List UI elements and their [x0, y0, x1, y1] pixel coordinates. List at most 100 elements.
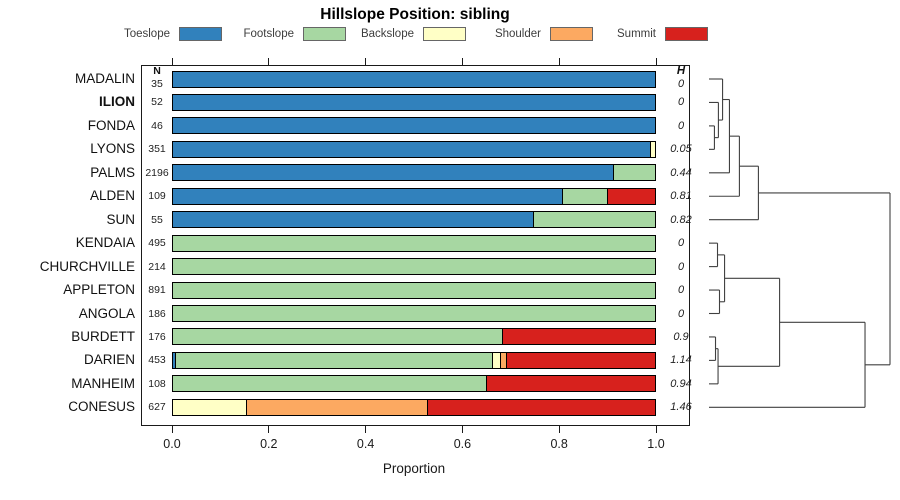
legend-label: Summit [617, 28, 656, 40]
h-value: 0 [677, 96, 685, 109]
bar-segment-footslope [173, 376, 487, 392]
h-value: 0 [677, 237, 685, 250]
row-label: MANHEIM [71, 375, 135, 391]
bar-segment-summit [502, 329, 655, 345]
n-value: 176 [148, 330, 166, 343]
bar-segment-shoulder [500, 352, 508, 368]
axis-tick [558, 426, 560, 433]
row-label: FONDA [87, 117, 135, 133]
axis-tick [171, 58, 173, 65]
bar-row [172, 187, 656, 205]
bar-segment-footslope [173, 329, 503, 345]
n-value: 2196 [145, 166, 169, 179]
bar-row [172, 211, 656, 229]
axis-tick-label: 0.2 [260, 437, 278, 451]
axis-tick [655, 58, 657, 65]
row-label: ANGOLA [78, 305, 135, 321]
row-label: ALDEN [89, 188, 135, 204]
axis-tick [171, 426, 173, 433]
bar-row [172, 398, 656, 416]
chart-title: Hillslope Position: sibling [320, 6, 510, 23]
h-value: 0.05 [670, 143, 692, 156]
bar-segment-toeslope [173, 141, 652, 157]
axis-tick-label: 1.0 [647, 437, 665, 451]
legend-item: Shoulder [430, 25, 593, 43]
bar-segment-footslope [173, 235, 655, 251]
h-value: 0 [677, 78, 685, 90]
row-label: SUN [106, 211, 135, 227]
h-value: 0 [677, 307, 685, 320]
n-value: 214 [148, 260, 166, 273]
n-value: 109 [148, 190, 166, 203]
bar-row [172, 140, 656, 158]
bar-row [172, 70, 656, 88]
h-value: 0 [677, 284, 685, 297]
bar-segment-toeslope [173, 118, 655, 134]
n-column-header: N [153, 65, 161, 77]
bar-segment-toeslope [173, 94, 655, 110]
bar-row [172, 93, 656, 111]
bar-row [172, 164, 656, 182]
row-label: CHURCHVILLE [39, 258, 135, 274]
axis-tick [268, 58, 270, 65]
bar-row [172, 258, 656, 276]
n-value: 453 [148, 354, 166, 367]
bar-segment-toeslope [173, 212, 534, 228]
h-column-header: H [676, 65, 686, 77]
axis-tick-label: 0.0 [163, 437, 181, 451]
bar-segment-footslope [173, 282, 655, 298]
bar-segment-shoulder [246, 399, 429, 415]
n-value: 627 [148, 401, 166, 414]
row-label: KENDAIA [75, 235, 135, 251]
n-value: 891 [148, 284, 166, 297]
bar-row [172, 117, 656, 135]
bar-row [172, 281, 656, 299]
h-value: 1.14 [670, 354, 692, 367]
n-value: 46 [151, 119, 163, 132]
axis-tick [268, 426, 270, 433]
bar-segment-toeslope [173, 188, 564, 204]
bar-row [172, 234, 656, 252]
axis-tick [461, 58, 463, 65]
bar-segment-footslope [533, 212, 655, 228]
row-label: LYONS [90, 141, 135, 157]
n-value: 108 [148, 377, 166, 390]
row-label: DARIEN [83, 352, 135, 368]
legend-label: Toeslope [123, 28, 170, 40]
legend-item: Toeslope [59, 25, 222, 43]
row-label: MADALIN [74, 71, 135, 86]
axis-tick [461, 426, 463, 433]
x-axis-label: Proportion [382, 461, 446, 476]
bar-row [172, 305, 656, 322]
axis-tick-label: 0.4 [356, 437, 375, 451]
h-value: 0.82 [670, 213, 692, 226]
row-label: APPLETON [63, 282, 135, 298]
bar-segment-backslope [493, 352, 501, 368]
axis-tick-label: 0.8 [550, 437, 568, 451]
bar-row [172, 375, 656, 393]
h-value: 0 [677, 119, 685, 132]
h-value: 0.9 [673, 330, 689, 343]
bar-segment-toeslope [173, 165, 615, 181]
axis-tick [655, 426, 657, 433]
h-value: 0.44 [670, 166, 692, 179]
row-label: PALMS [90, 164, 135, 180]
row-label: ILION [99, 94, 135, 110]
h-value: 0 [677, 260, 685, 273]
bar-row [172, 328, 656, 346]
h-value: 0.81 [670, 190, 692, 203]
row-label: BURDETT [71, 328, 135, 344]
bar-segment-summit [507, 352, 655, 368]
n-value: 55 [151, 213, 163, 226]
legend-item: Summit [545, 25, 708, 43]
n-value: 495 [148, 237, 166, 250]
axis-tick [558, 58, 560, 65]
n-value: 35 [151, 78, 163, 90]
bar-segment-backslope [173, 399, 247, 415]
n-value: 52 [151, 96, 163, 109]
legend-item: Backslope [303, 25, 466, 43]
legend-swatch-backslope [423, 27, 466, 41]
legend-swatch-toeslope [179, 27, 222, 41]
row-label: CONESUS [68, 399, 135, 415]
bar-segment-backslope [651, 141, 655, 157]
